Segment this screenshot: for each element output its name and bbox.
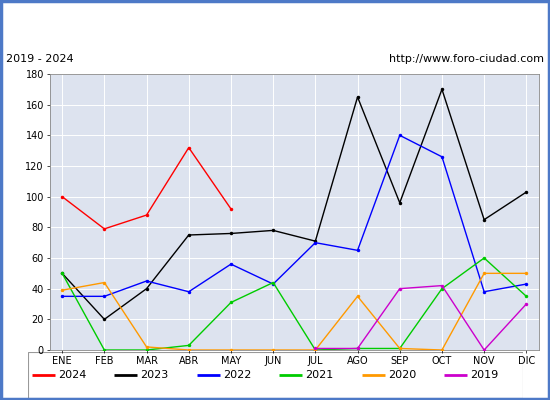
Text: 2021: 2021	[306, 370, 334, 380]
Text: http://www.foro-ciudad.com: http://www.foro-ciudad.com	[389, 54, 544, 64]
Text: 2020: 2020	[388, 370, 416, 380]
Text: 2019: 2019	[470, 370, 499, 380]
Text: 2024: 2024	[58, 370, 86, 380]
Text: 2019 - 2024: 2019 - 2024	[6, 54, 73, 64]
Text: Evolucion Nº Turistas Extranjeros en el municipio de La Puerta de Segura: Evolucion Nº Turistas Extranjeros en el …	[32, 16, 518, 30]
Text: 2022: 2022	[223, 370, 251, 380]
Text: 2023: 2023	[140, 370, 169, 380]
